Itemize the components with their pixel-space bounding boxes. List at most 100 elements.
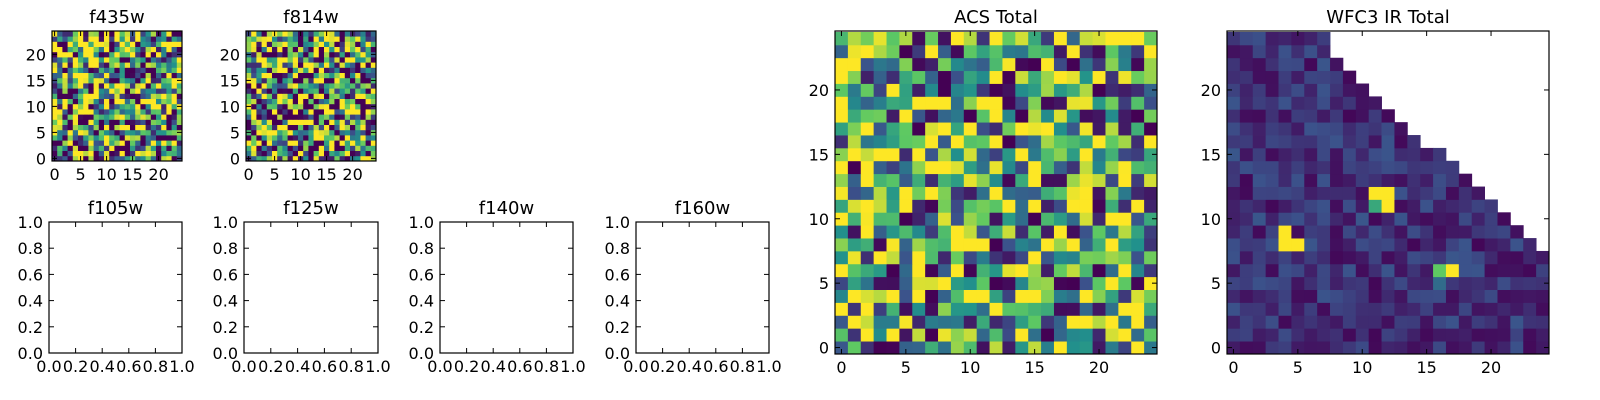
heatmap-cell (339, 77, 346, 84)
heatmap-cell (989, 225, 1003, 239)
heatmap-cell (963, 238, 978, 252)
heatmap-cell (324, 114, 330, 120)
heatmap-cell (1015, 57, 1029, 72)
heatmap-cell (261, 83, 268, 89)
heatmap-cell (246, 98, 252, 105)
heatmap-cell (135, 150, 141, 157)
heatmap-cell (62, 98, 68, 105)
heatmap-cell (282, 67, 288, 73)
heatmap-cell (140, 67, 146, 73)
heatmap-cell (318, 103, 325, 110)
heatmap-cell (104, 150, 110, 157)
heatmap-cell (256, 31, 262, 37)
heatmap-cell (104, 83, 110, 89)
heatmap-cell (266, 77, 273, 84)
heatmap-cell (140, 93, 146, 99)
heatmap-cell (989, 57, 1003, 72)
heatmap-cell (1368, 238, 1382, 252)
heatmap-cell (277, 145, 283, 151)
heatmap-cell (266, 51, 273, 58)
heatmap-cell (1317, 122, 1331, 136)
heatmap-cell (1304, 160, 1318, 175)
heatmap-cell (835, 186, 849, 200)
heatmap-cell (1041, 147, 1055, 162)
heatmap-cell (329, 83, 335, 89)
heatmap-cell (1079, 315, 1093, 329)
heatmap-cell (166, 72, 172, 79)
heatmap-cell (350, 41, 356, 47)
heatmap-cell (1394, 315, 1408, 329)
heatmap-cell (835, 122, 849, 136)
heatmap-cell (171, 135, 178, 141)
heatmap-cell (1342, 328, 1357, 342)
heatmap-cell (256, 41, 262, 47)
heatmap-cell (1252, 70, 1267, 84)
heatmap-cell (1278, 225, 1292, 239)
heatmap-cell (1291, 289, 1305, 303)
heatmap-cell (109, 98, 115, 105)
heatmap-cell (166, 129, 172, 136)
heatmap-cell (925, 32, 939, 46)
heatmap-cell (114, 124, 120, 131)
heatmap-cell (873, 199, 887, 213)
heatmap-cell (1342, 96, 1357, 110)
heatmap-cell (938, 70, 952, 84)
heatmap-cell (355, 119, 361, 125)
heatmap-cell (266, 72, 273, 79)
heatmap-cell (1278, 341, 1292, 355)
heatmap-cell (1144, 109, 1158, 123)
heatmap-cell (93, 72, 100, 79)
heatmap-cell (370, 150, 377, 157)
heatmap-cell (1433, 186, 1447, 200)
panel-title: WFC3 IR Total (1326, 7, 1449, 28)
heatmap-cell (57, 83, 63, 89)
heatmap-cell (1433, 302, 1447, 316)
heatmap-cell (251, 88, 257, 94)
heatmap-cell (277, 103, 283, 110)
heatmap-cell (135, 114, 141, 120)
heatmap-cell (1368, 302, 1382, 316)
heatmap-cell (324, 109, 330, 115)
heatmap-cell (246, 46, 252, 53)
heatmap-cell (72, 57, 79, 63)
heatmap-cell (1066, 250, 1081, 265)
heatmap-cell (365, 88, 372, 94)
heatmap-cell (1066, 289, 1081, 303)
y-tick-label: 15 (1201, 145, 1221, 164)
panel-title: f140w (479, 198, 534, 219)
heatmap-cell (308, 124, 314, 131)
heatmap-cell (1066, 83, 1081, 97)
heatmap-cell (1028, 315, 1042, 329)
heatmap-cell (1304, 70, 1318, 84)
heatmap-cell (1510, 250, 1524, 265)
heatmap-cell (72, 93, 79, 99)
heatmap-cell (1239, 96, 1254, 110)
heatmap-cell (119, 150, 126, 157)
heatmap-cell (88, 93, 94, 99)
heatmap-cell (272, 46, 278, 53)
heatmap-cell (1239, 57, 1254, 72)
heatmap-cell (88, 109, 94, 115)
y-tick-label: 0.2 (409, 318, 434, 337)
heatmap-cell (292, 88, 299, 94)
heatmap-cell (1105, 160, 1119, 175)
heatmap-cell (1265, 250, 1279, 265)
heatmap-cell (83, 62, 89, 68)
heatmap-cell (1278, 57, 1292, 72)
heatmap-cell (1497, 289, 1511, 303)
heatmap-cell (1381, 250, 1395, 265)
heatmap-cell (313, 135, 320, 141)
heatmap-cell (860, 83, 875, 97)
heatmap-cell (847, 173, 862, 187)
heatmap-cell (835, 250, 849, 265)
heatmap-cell (57, 77, 63, 84)
heatmap-cell (318, 145, 325, 151)
heatmap-cell (266, 109, 273, 115)
heatmap-cell (1028, 250, 1042, 265)
heatmap-cell (1317, 96, 1331, 110)
heatmap-cell (938, 250, 952, 265)
heatmap-cell (370, 124, 377, 131)
heatmap-cell (83, 124, 89, 131)
heatmap-cell (88, 119, 94, 125)
heatmap-cell (873, 250, 887, 265)
